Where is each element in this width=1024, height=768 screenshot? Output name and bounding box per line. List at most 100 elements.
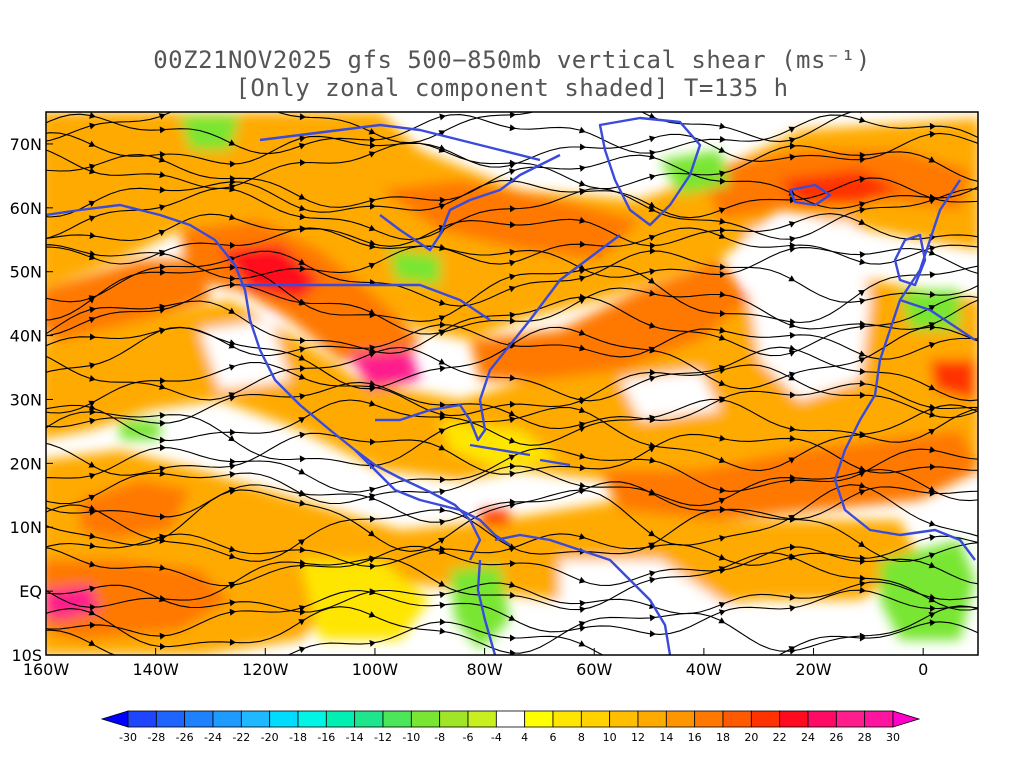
- streamline-arrow: [580, 92, 586, 99]
- streamline-arrow: [578, 576, 586, 584]
- colorbar-swatch: [240, 710, 271, 728]
- streamline-arrow: [368, 351, 376, 358]
- streamline-arrow: [299, 135, 306, 143]
- colorbar-swatch: [212, 710, 242, 728]
- streamline-arrow: [89, 250, 96, 258]
- streamline-arrow: [649, 153, 656, 160]
- streamline-arrow: [929, 291, 936, 298]
- streamline-arrow: [298, 468, 306, 475]
- streamline-arrow: [859, 151, 866, 159]
- coastline: [354, 449, 511, 546]
- streamline-arrow: [369, 142, 376, 149]
- streamline-arrow: [88, 400, 96, 407]
- streamline-arrow: [160, 513, 166, 521]
- streamline-arrow: [229, 263, 236, 271]
- streamline-arrow: [89, 375, 96, 382]
- streamline-arrow: [928, 305, 936, 312]
- chart-title-line-2: [Only zonal component shaded] T=135 h: [235, 74, 789, 102]
- coastline: [469, 443, 531, 457]
- streamline-arrow: [158, 595, 166, 602]
- x-tick-label: 160W: [23, 660, 70, 679]
- streamline-arrow: [860, 557, 866, 565]
- streamline-arrow: [158, 113, 166, 120]
- streamline-arrow: [579, 293, 586, 301]
- streamline-arrow: [438, 537, 445, 544]
- colorbar-swatch: [609, 710, 639, 728]
- streamline-arrow: [509, 462, 516, 470]
- streamline-arrow: [579, 143, 586, 151]
- streamline-arrow: [299, 393, 306, 400]
- streamline-arrow: [929, 130, 936, 138]
- shear-region: [46, 260, 210, 340]
- streamline-arrow: [159, 469, 166, 477]
- streamline-arrow: [438, 203, 446, 210]
- streamline-arrow: [509, 374, 516, 382]
- colorbar-label: -24: [204, 731, 222, 744]
- streamline-arrow: [229, 599, 236, 607]
- shear-region: [470, 260, 750, 380]
- coastline: [494, 533, 672, 655]
- streamline-arrow: [160, 643, 166, 650]
- streamline-arrow: [438, 315, 446, 322]
- streamline-arrow: [719, 486, 726, 494]
- streamline-arrow: [370, 202, 376, 210]
- streamline-arrow: [789, 245, 796, 253]
- streamline-arrow: [229, 91, 236, 98]
- streamline-arrow: [230, 664, 236, 671]
- streamline-arrow: [509, 259, 516, 267]
- streamline-arrow: [718, 334, 726, 341]
- streamline-arrow: [89, 112, 96, 119]
- streamline-arrow: [718, 379, 726, 387]
- colorbar-label: -6: [463, 731, 474, 744]
- streamline-arrow: [719, 367, 726, 374]
- streamline-arrow: [578, 180, 586, 187]
- streamline-arrow: [648, 489, 656, 496]
- streamline-arrow: [789, 516, 796, 523]
- colorbar-label: 28: [858, 731, 872, 744]
- streamline-arrow: [509, 248, 516, 256]
- coastline: [539, 458, 571, 467]
- streamline-arrow: [928, 561, 936, 569]
- shear-region: [620, 370, 720, 420]
- colorbar-swatch: [722, 710, 752, 728]
- colorbar-label: 30: [886, 731, 900, 744]
- streamline-arrow: [789, 235, 796, 243]
- streamline-arrow: [368, 611, 376, 618]
- streamline-arrow: [578, 126, 586, 134]
- colorbar-label: 24: [801, 731, 815, 744]
- streamline-arrow: [159, 419, 166, 427]
- streamline-arrow: [858, 540, 865, 547]
- colorbar-min-triangle: [100, 710, 129, 728]
- streamline-arrow: [229, 339, 236, 347]
- colorbar-swatch: [580, 710, 611, 728]
- colorbar-swatch: [694, 710, 724, 728]
- shear-region: [46, 270, 978, 490]
- streamline-arrow: [649, 570, 656, 577]
- colorbar-label: -26: [176, 731, 194, 744]
- streamline-arrow: [229, 488, 236, 495]
- streamline-arrow: [649, 375, 656, 382]
- streamline-arrow: [89, 417, 96, 425]
- streamline-arrow: [859, 380, 866, 387]
- streamline-arrow: [439, 196, 446, 204]
- x-tick-label: 120W: [242, 660, 289, 679]
- colorbar-label: 10: [603, 731, 617, 744]
- streamline-arrow: [929, 593, 936, 601]
- streamline-arrow: [928, 406, 936, 413]
- streamline-arrow: [649, 247, 656, 255]
- plot-frame: [45, 111, 979, 656]
- streamline-arrow: [649, 614, 656, 622]
- streamline-arrow: [508, 285, 516, 293]
- streamline-arrow: [89, 472, 96, 480]
- streamline-arrow: [228, 213, 236, 221]
- streamline-arrow: [438, 146, 446, 153]
- streamline-arrow: [89, 585, 96, 593]
- streamline-arrow: [230, 281, 236, 289]
- streamline-arrow: [229, 178, 236, 186]
- streamline-arrow: [509, 273, 516, 281]
- streamline-arrow: [859, 175, 866, 183]
- streamline-arrow: [508, 410, 516, 417]
- streamline-arrow: [229, 638, 236, 646]
- coastline: [833, 179, 976, 561]
- colorbar-swatch: [807, 710, 837, 728]
